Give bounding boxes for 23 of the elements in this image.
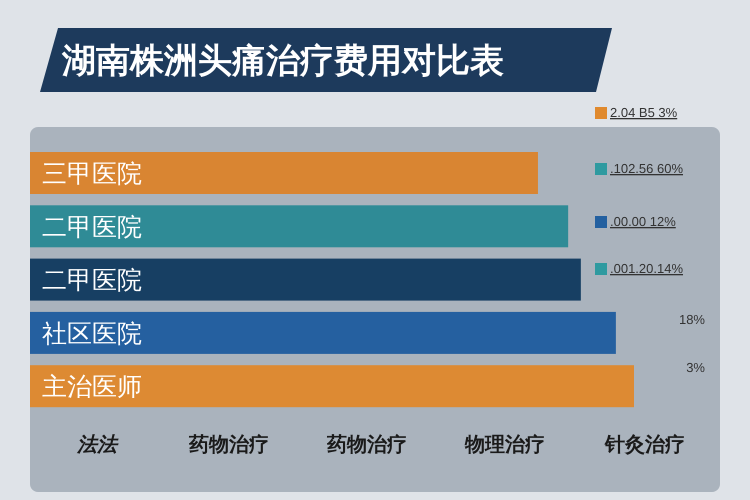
text: 2.04 B5 3%: [610, 105, 678, 120]
title: 湖南株洲头痛治疗费用对比表: [40, 28, 612, 92]
y-tick-label: 二甲医院: [42, 213, 142, 242]
text: 药物治疗: [188, 433, 269, 456]
bar: [30, 152, 538, 194]
text: 18%: [678, 312, 706, 327]
annotation: .001.20.14%: [610, 261, 684, 276]
bar: [30, 312, 616, 354]
y-tick-label: 二甲医院: [42, 266, 142, 295]
y-tick-label: 主治医师: [42, 373, 142, 402]
text: 物理治疗: [464, 433, 545, 456]
chart-title: 湖南株洲头痛治疗费用对比表: [61, 42, 504, 80]
bar: [30, 258, 581, 301]
text: 针灸治疗: [604, 433, 685, 456]
y-tick-label: 社区医院: [42, 320, 142, 348]
text: 法法: [76, 434, 119, 456]
text: 3%: [686, 360, 706, 375]
annotation: .102.56 60%: [610, 161, 684, 176]
y-tick-label: 三甲医院: [42, 160, 142, 188]
bar: [30, 205, 568, 248]
text: 药物治疗: [326, 433, 407, 456]
bar: [30, 365, 634, 408]
annotation: .00.00 12%: [610, 214, 676, 229]
